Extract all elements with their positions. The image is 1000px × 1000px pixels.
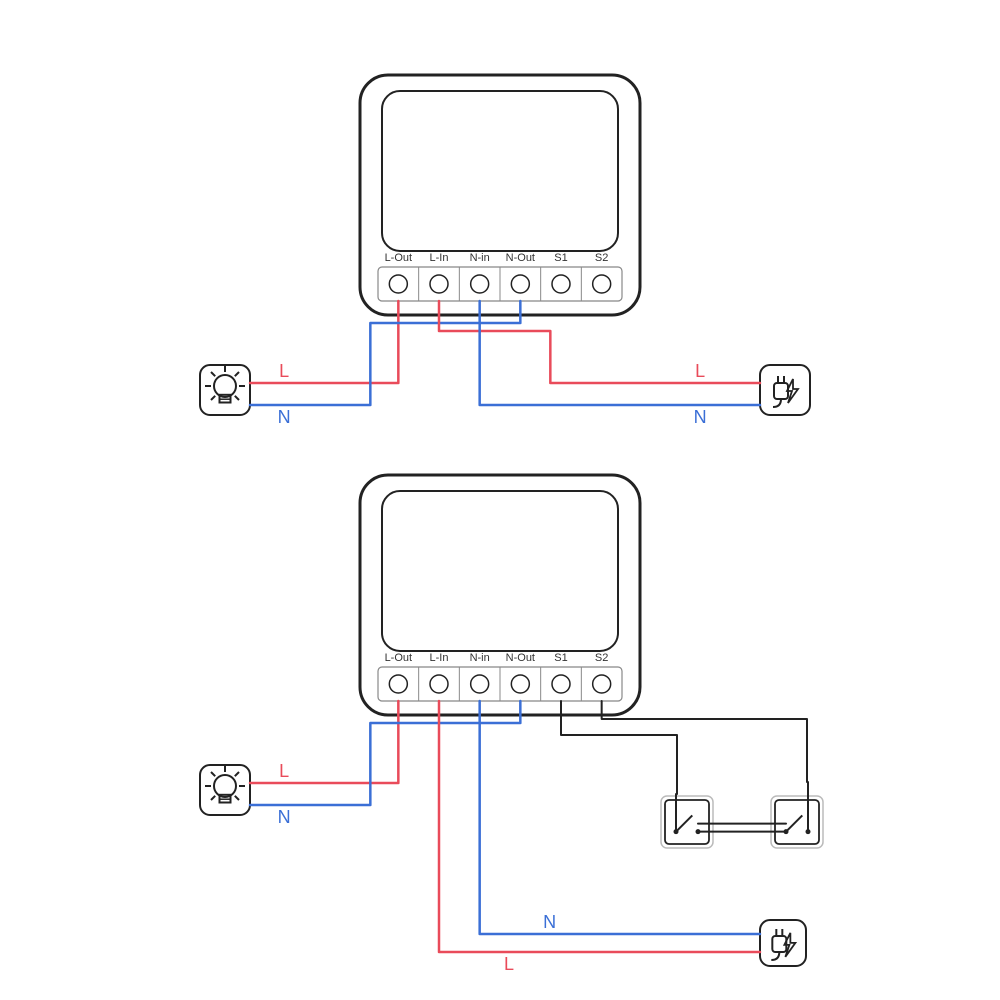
svg-text:N-Out: N-Out (506, 652, 535, 664)
svg-text:S2: S2 (595, 252, 608, 264)
svg-text:N-in: N-in (470, 252, 490, 264)
svg-text:N-Out: N-Out (506, 252, 535, 264)
svg-text:N: N (278, 407, 291, 427)
svg-text:N: N (543, 912, 556, 932)
svg-text:L-Out: L-Out (385, 652, 413, 664)
svg-text:S1: S1 (554, 252, 567, 264)
svg-text:L: L (279, 761, 289, 781)
svg-text:L: L (695, 361, 705, 381)
svg-text:N-in: N-in (470, 652, 490, 664)
svg-text:N: N (278, 807, 291, 827)
svg-text:N: N (694, 407, 707, 427)
svg-text:S2: S2 (595, 652, 608, 664)
svg-text:L-In: L-In (430, 252, 449, 264)
svg-text:L: L (279, 361, 289, 381)
svg-text:L: L (504, 954, 514, 974)
svg-text:L-In: L-In (430, 652, 449, 664)
svg-text:L-Out: L-Out (385, 252, 413, 264)
svg-text:S1: S1 (554, 652, 567, 664)
